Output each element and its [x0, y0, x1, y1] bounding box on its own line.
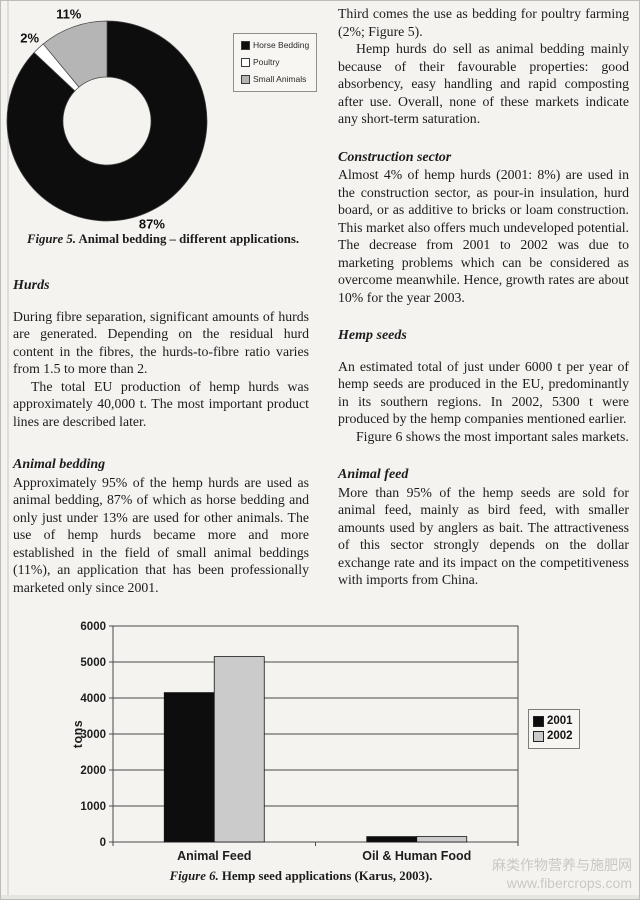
paragraph-hurds-2: The total EU production of hemp hurds wa…	[13, 378, 309, 429]
scan-edge-artifact	[7, 1, 9, 899]
legend-item: Horse Bedding	[241, 41, 311, 50]
y-tick-label: 0	[100, 837, 106, 849]
bar-2002-Animal Feed	[213, 656, 265, 843]
figure6-legend: 2001 2002	[528, 709, 580, 749]
figure6-caption: Figure 6. Hemp seed applications (Karus,…	[71, 869, 531, 884]
scan-edge-artifact	[1, 895, 639, 899]
figure6-caption-text: Hemp seed applications (Karus, 2003).	[221, 869, 433, 883]
heading-hurds: Hurds	[13, 278, 50, 293]
x-category-label: Oil & Human Food	[362, 849, 471, 863]
y-tick-label: 4000	[80, 693, 106, 705]
paragraph-construction: Almost 4% of hemp hurds (2001: 8%) are u…	[338, 167, 629, 305]
legend-swatch-icon	[241, 41, 250, 50]
donut-svg: 87% 2% 11%	[6, 7, 208, 232]
legend-swatch-icon	[533, 716, 544, 728]
paragraph-figure6-ref: Figure 6 shows the most important sales …	[356, 428, 629, 444]
figure5-legend: Horse Bedding Poultry Small Animals	[233, 33, 317, 92]
y-tick-label: 1000	[80, 801, 106, 813]
paragraph-poultry: Third comes the use as bedding for poult…	[338, 6, 629, 39]
figure5-donut-chart: 87% 2% 11%	[1, 7, 331, 237]
legend-swatch-icon	[241, 58, 250, 67]
legend-label: Small Animals	[253, 74, 307, 85]
bar-2001-Oil & Human Food	[366, 836, 418, 843]
heading-animal-feed: Animal feed	[338, 467, 409, 482]
legend-swatch-icon	[533, 730, 544, 742]
legend-label: 2002	[547, 729, 573, 742]
donut-data-label: 87%	[139, 217, 165, 232]
watermark: 麻类作物营养与施肥网 www.fibercrops.com	[492, 856, 632, 892]
y-tick-label: 6000	[80, 621, 106, 633]
paragraph-animal-bedding: Approximately 95% of the hemp hurds are …	[13, 474, 309, 595]
donut-slice	[6, 20, 208, 222]
y-tick-label: 5000	[80, 657, 106, 669]
legend-item: 2001	[533, 715, 573, 728]
bar-svg: 0 1000 2000 3000 4000 5000 6000 Animal Feed Oil …	[71, 621, 519, 863]
paragraph-bedding-properties: Hemp hurds do sell as animal bedding mai…	[338, 41, 629, 126]
legend-item: 2002	[533, 729, 573, 743]
bar-2002-Oil & Human Food	[416, 836, 468, 843]
x-category-label: Animal Feed	[177, 849, 251, 863]
legend-item: Poultry	[241, 58, 311, 67]
legend-item: Small Animals	[241, 75, 311, 84]
paragraph-animal-feed: More than 95% of the hemp seeds are sold…	[338, 484, 629, 588]
watermark-site-name: 麻类作物营养与施肥网	[492, 856, 632, 873]
watermark-url: www.fibercrops.com	[506, 874, 632, 891]
bar-2001-Animal Feed	[163, 692, 215, 843]
heading-hemp-seeds: Hemp seeds	[338, 328, 407, 343]
donut-slice	[42, 20, 108, 88]
legend-label: 2001	[547, 715, 573, 727]
donut-data-label: 11%	[56, 7, 82, 22]
figure6-bar-chart: 0 1000 2000 3000 4000 5000 6000 Animal Feed Oil …	[71, 617, 631, 869]
y-tick-label: 3000	[80, 729, 106, 741]
right-column: Third comes the use as bedding for poult…	[338, 5, 629, 589]
figure5-caption-text: Animal bedding – different applications.	[78, 232, 300, 246]
figure6-caption-label: Figure 6.	[169, 869, 219, 883]
donut-data-label: 2%	[20, 31, 39, 46]
legend-label: Horse Bedding	[253, 40, 310, 51]
left-column: Hurds During fibre separation, significa…	[13, 271, 309, 596]
y-axis-title: tons	[71, 720, 85, 748]
paragraph-hemp-seeds: An estimated total of just under 6000 t …	[338, 358, 629, 427]
y-tick-label: 2000	[80, 765, 106, 777]
legend-swatch-icon	[241, 75, 250, 84]
figure5-caption-label: Figure 5.	[26, 232, 77, 246]
paragraph-hurds-1: During fibre separation, significant amo…	[13, 308, 309, 377]
figure5-caption: Figure 5. Animal bedding – different app…	[11, 232, 315, 247]
heading-construction-sector: Construction sector	[338, 149, 452, 165]
heading-animal-bedding: Animal bedding	[13, 457, 106, 472]
legend-label: Poultry	[253, 57, 280, 68]
